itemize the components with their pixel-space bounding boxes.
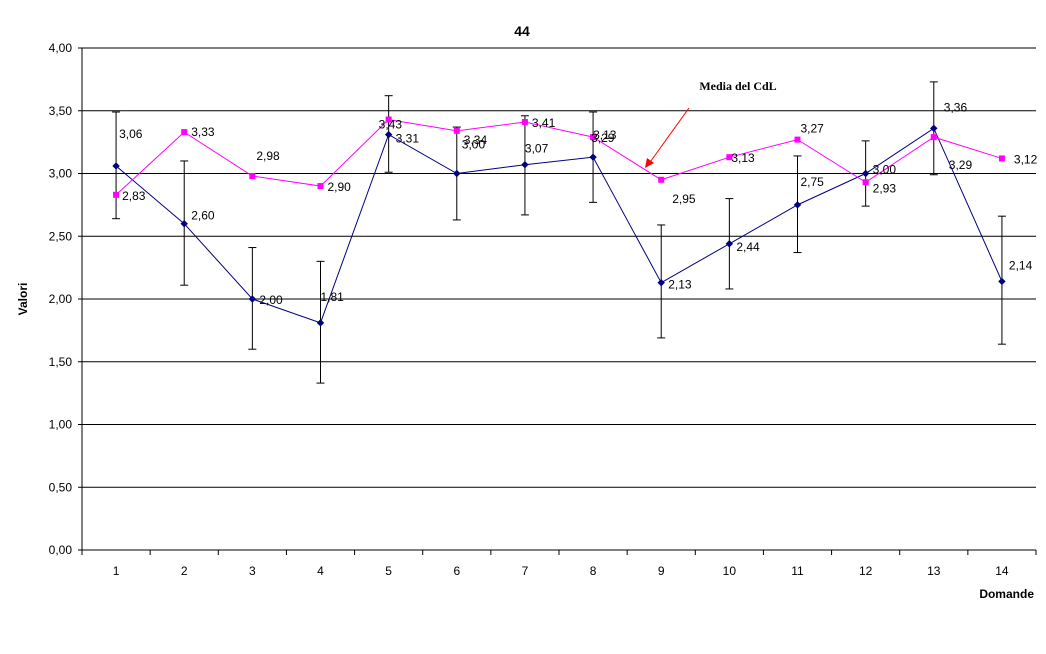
x-tick-label: 10 — [723, 564, 737, 578]
data-label: 2,75 — [801, 175, 825, 189]
data-label: 3,07 — [525, 142, 549, 156]
x-tick-label: 7 — [522, 564, 529, 578]
data-label: 3,31 — [396, 132, 420, 146]
data-label: 2,13 — [668, 278, 692, 292]
series-2-point — [521, 119, 528, 126]
x-tick-label: 5 — [385, 564, 392, 578]
series-1-point — [793, 201, 802, 209]
y-tick-label: 1,50 — [49, 355, 73, 369]
x-tick-label: 4 — [317, 564, 324, 578]
series-1-point — [180, 219, 188, 228]
series-layer — [112, 116, 1006, 327]
series-1-point — [930, 124, 938, 133]
series-1-point — [657, 278, 665, 287]
data-label: 1,81 — [321, 290, 345, 304]
y-tick-label: 0,50 — [49, 480, 73, 494]
y-tick-label: 0,00 — [49, 543, 73, 557]
data-label: 3,36 — [944, 100, 968, 114]
x-tick-label: 13 — [927, 564, 941, 578]
x-tick-label: 3 — [249, 564, 256, 578]
data-label: 2,00 — [259, 293, 283, 307]
x-tick-label: 8 — [590, 564, 597, 578]
data-label: 3,27 — [801, 122, 825, 136]
data-label: 3,13 — [593, 128, 617, 142]
data-label: 3,33 — [191, 125, 215, 139]
data-label: 2,14 — [1009, 258, 1033, 272]
annotation-arrow — [647, 107, 690, 166]
data-label: 3,43 — [379, 118, 403, 132]
data-label: 3,00 — [873, 163, 897, 177]
chart-title: 44 — [514, 23, 530, 39]
series-2-point — [181, 129, 188, 136]
series-1-point — [998, 277, 1006, 286]
x-tick-label: 11 — [791, 564, 804, 578]
series-1-point — [453, 169, 461, 178]
data-label: 2,98 — [256, 149, 280, 163]
series-2-point — [113, 191, 120, 198]
series-1-point — [521, 161, 529, 169]
data-label: 3,29 — [591, 131, 615, 145]
y-tick-label: 3,50 — [49, 104, 73, 118]
data-label: 3,12 — [1014, 152, 1038, 166]
series-1-point — [112, 162, 120, 170]
series-2-point — [249, 173, 256, 180]
series-2-point — [590, 134, 597, 141]
annotation-arrowhead — [645, 158, 654, 168]
y-tick-label: 3,00 — [49, 167, 73, 181]
data-label: 3,06 — [119, 127, 143, 141]
x-tick-label: 12 — [859, 564, 873, 578]
series-2-line — [115, 119, 1003, 196]
series-2-point — [862, 179, 869, 186]
annotation-label: Media del CdL — [699, 79, 776, 93]
x-axis-title: Domande — [979, 587, 1034, 601]
data-labels: 3,06 2,60 2,00 1,81 3,31 3,00 3,07 3,13 2,13 2,44… — [119, 100, 1038, 307]
data-label: 3,13 — [731, 151, 755, 165]
data-label: 2,95 — [672, 192, 696, 206]
series-2-point — [658, 176, 665, 183]
series-2-point — [385, 116, 392, 123]
error-bars — [112, 81, 1006, 384]
series-2-point — [930, 134, 937, 141]
series-1-point — [384, 130, 393, 139]
annotation: Media del CdL — [645, 79, 777, 168]
x-tick-label: 6 — [453, 564, 460, 578]
y-tick-label: 2,00 — [49, 292, 73, 306]
x-tick-label: 9 — [658, 564, 665, 578]
y-axis-title: Valori — [16, 283, 30, 316]
series-1-point — [861, 169, 870, 178]
data-label: 2,93 — [873, 181, 897, 195]
data-label: 3,41 — [532, 116, 556, 130]
data-label: 2,60 — [191, 209, 215, 223]
series-1-point — [725, 240, 734, 248]
series-2-point — [317, 183, 324, 190]
x-tick-label: 1 — [113, 564, 120, 578]
series-1-point — [589, 153, 597, 161]
y-tick-label: 2,50 — [49, 229, 73, 243]
data-label: 3,29 — [949, 158, 973, 172]
data-label: 2,44 — [736, 240, 760, 254]
y-tick-label: 4,00 — [49, 41, 73, 55]
axis-layer: 0,000,501,001,502,002,503,003,504,001 2 3 4… — [49, 41, 1037, 578]
y-tick-label: 1,00 — [49, 418, 73, 432]
data-label: 2,83 — [122, 189, 146, 203]
series-1-point — [316, 319, 325, 327]
grid-layer — [82, 47, 1036, 488]
data-label: 3,34 — [464, 133, 488, 147]
series-2-point — [794, 136, 801, 143]
data-label: 3,00 — [462, 138, 486, 152]
x-tick-label: 14 — [995, 564, 1009, 578]
series-1-line — [115, 127, 1003, 324]
data-label: 2,90 — [328, 180, 352, 194]
series-2-point — [726, 154, 733, 161]
series-1-point — [248, 295, 257, 303]
series-2-point — [453, 127, 460, 134]
x-tick-label: 2 — [181, 564, 188, 578]
series-2-point — [998, 155, 1005, 162]
